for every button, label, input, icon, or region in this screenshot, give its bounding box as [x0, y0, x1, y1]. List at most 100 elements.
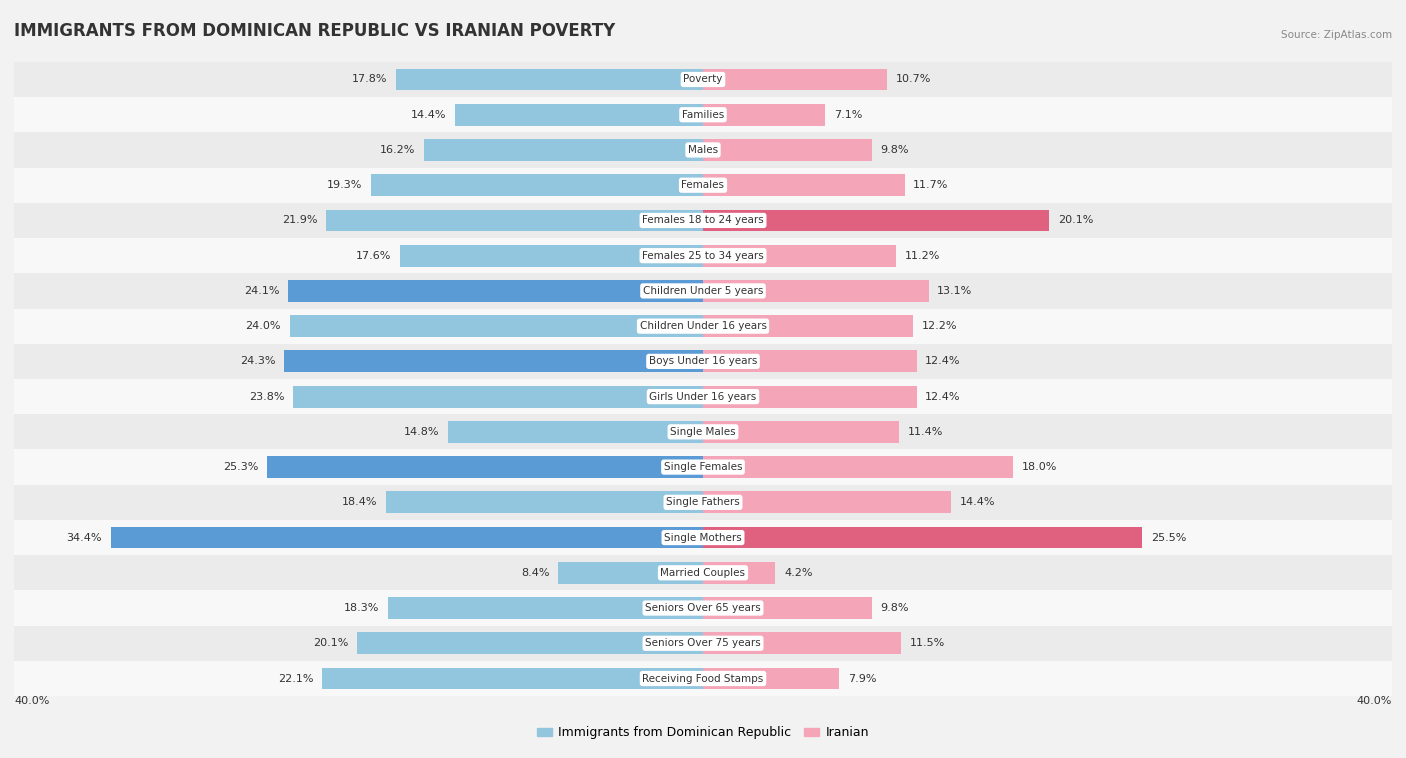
- Text: Children Under 16 years: Children Under 16 years: [640, 321, 766, 331]
- Legend: Immigrants from Dominican Republic, Iranian: Immigrants from Dominican Republic, Iran…: [533, 722, 873, 744]
- Bar: [703, 315, 912, 337]
- Bar: [449, 421, 703, 443]
- Text: 34.4%: 34.4%: [66, 533, 101, 543]
- Text: 18.3%: 18.3%: [344, 603, 380, 613]
- Text: 14.4%: 14.4%: [411, 110, 446, 120]
- Bar: [14, 661, 1392, 696]
- Bar: [14, 555, 1392, 590]
- Bar: [703, 280, 928, 302]
- Text: 8.4%: 8.4%: [522, 568, 550, 578]
- Bar: [387, 491, 703, 513]
- Text: Poverty: Poverty: [683, 74, 723, 84]
- Bar: [14, 379, 1392, 414]
- Bar: [14, 449, 1392, 484]
- Text: 18.0%: 18.0%: [1022, 462, 1057, 472]
- Bar: [290, 315, 703, 337]
- Bar: [399, 245, 703, 267]
- Bar: [14, 625, 1392, 661]
- Text: Married Couples: Married Couples: [661, 568, 745, 578]
- Bar: [703, 209, 1049, 231]
- Text: 10.7%: 10.7%: [896, 74, 931, 84]
- Text: Females 25 to 34 years: Females 25 to 34 years: [643, 251, 763, 261]
- Text: 12.4%: 12.4%: [925, 392, 960, 402]
- Text: Single Males: Single Males: [671, 427, 735, 437]
- Text: Single Mothers: Single Mothers: [664, 533, 742, 543]
- Text: Receiving Food Stamps: Receiving Food Stamps: [643, 674, 763, 684]
- Text: 16.2%: 16.2%: [380, 145, 415, 155]
- Bar: [14, 168, 1392, 203]
- Text: Boys Under 16 years: Boys Under 16 years: [648, 356, 758, 366]
- Bar: [703, 597, 872, 619]
- Text: 24.0%: 24.0%: [246, 321, 281, 331]
- Bar: [703, 139, 872, 161]
- Text: Females 18 to 24 years: Females 18 to 24 years: [643, 215, 763, 225]
- Bar: [326, 209, 703, 231]
- Text: 11.4%: 11.4%: [908, 427, 943, 437]
- Text: Seniors Over 65 years: Seniors Over 65 years: [645, 603, 761, 613]
- Text: 17.6%: 17.6%: [356, 251, 391, 261]
- Bar: [703, 104, 825, 126]
- Text: 13.1%: 13.1%: [938, 286, 973, 296]
- Text: 18.4%: 18.4%: [342, 497, 377, 507]
- Text: 24.1%: 24.1%: [243, 286, 280, 296]
- Bar: [703, 350, 917, 372]
- Bar: [388, 597, 703, 619]
- Bar: [267, 456, 703, 478]
- Bar: [558, 562, 703, 584]
- Bar: [357, 632, 703, 654]
- Bar: [14, 274, 1392, 309]
- Bar: [322, 668, 703, 690]
- Text: 19.3%: 19.3%: [326, 180, 361, 190]
- Text: IMMIGRANTS FROM DOMINICAN REPUBLIC VS IRANIAN POVERTY: IMMIGRANTS FROM DOMINICAN REPUBLIC VS IR…: [14, 22, 616, 40]
- Bar: [14, 97, 1392, 133]
- Bar: [284, 350, 703, 372]
- Bar: [371, 174, 703, 196]
- Bar: [703, 562, 775, 584]
- Bar: [703, 386, 917, 408]
- Bar: [14, 414, 1392, 449]
- Bar: [703, 491, 950, 513]
- Text: Source: ZipAtlas.com: Source: ZipAtlas.com: [1281, 30, 1392, 40]
- Bar: [456, 104, 703, 126]
- Bar: [703, 421, 900, 443]
- Text: Males: Males: [688, 145, 718, 155]
- Text: 20.1%: 20.1%: [312, 638, 349, 648]
- Bar: [292, 386, 703, 408]
- Bar: [703, 174, 904, 196]
- Text: 40.0%: 40.0%: [14, 697, 49, 706]
- Text: Females: Females: [682, 180, 724, 190]
- Text: 40.0%: 40.0%: [1357, 697, 1392, 706]
- Text: 25.5%: 25.5%: [1152, 533, 1187, 543]
- Text: Families: Families: [682, 110, 724, 120]
- Text: 20.1%: 20.1%: [1057, 215, 1094, 225]
- Bar: [14, 520, 1392, 555]
- Bar: [703, 668, 839, 690]
- Text: 7.1%: 7.1%: [834, 110, 862, 120]
- Bar: [425, 139, 703, 161]
- Text: Single Fathers: Single Fathers: [666, 497, 740, 507]
- Text: 9.8%: 9.8%: [880, 145, 908, 155]
- Bar: [14, 238, 1392, 274]
- Bar: [703, 527, 1142, 549]
- Text: 14.8%: 14.8%: [404, 427, 440, 437]
- Text: 11.7%: 11.7%: [912, 180, 949, 190]
- Bar: [703, 245, 896, 267]
- Bar: [14, 344, 1392, 379]
- Text: 7.9%: 7.9%: [848, 674, 876, 684]
- Text: 17.8%: 17.8%: [353, 74, 388, 84]
- Text: Single Females: Single Females: [664, 462, 742, 472]
- Text: 22.1%: 22.1%: [278, 674, 314, 684]
- Text: Girls Under 16 years: Girls Under 16 years: [650, 392, 756, 402]
- Text: Seniors Over 75 years: Seniors Over 75 years: [645, 638, 761, 648]
- Bar: [14, 62, 1392, 97]
- Bar: [14, 309, 1392, 344]
- Text: Children Under 5 years: Children Under 5 years: [643, 286, 763, 296]
- Bar: [111, 527, 703, 549]
- Bar: [14, 203, 1392, 238]
- Text: 12.2%: 12.2%: [922, 321, 957, 331]
- Text: 4.2%: 4.2%: [785, 568, 813, 578]
- Text: 11.2%: 11.2%: [904, 251, 939, 261]
- Text: 25.3%: 25.3%: [224, 462, 259, 472]
- Bar: [14, 133, 1392, 168]
- Bar: [396, 68, 703, 90]
